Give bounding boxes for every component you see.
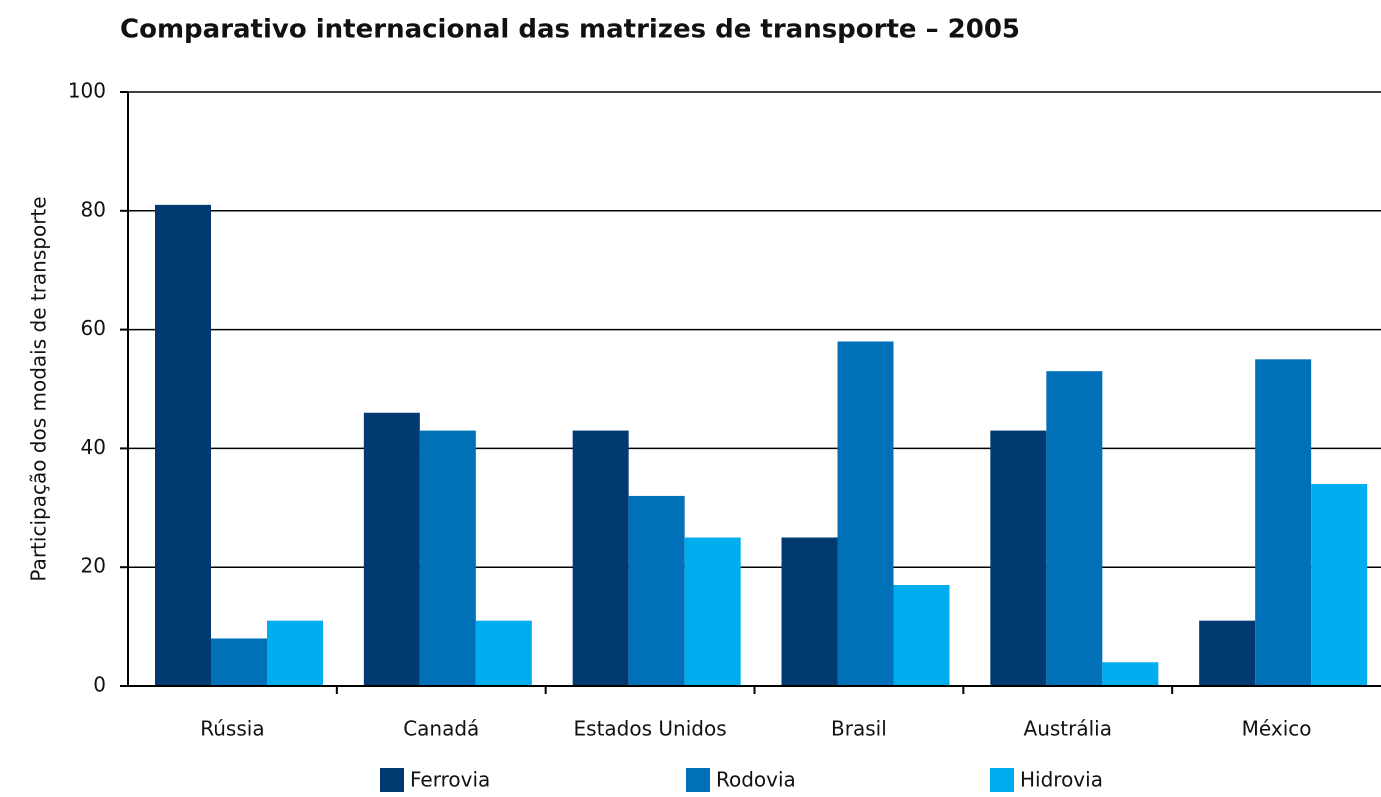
- bar: [1255, 359, 1312, 686]
- legend-label: Hidrovia: [1020, 768, 1103, 792]
- y-tick-label: 0: [93, 673, 106, 697]
- bar: [1199, 620, 1256, 686]
- bar: [684, 537, 741, 686]
- y-tick-label: 100: [68, 79, 106, 103]
- legend-label: Rodovia: [716, 768, 796, 792]
- bar: [893, 585, 950, 686]
- y-axis-label: Participação dos modais de transporte: [27, 196, 51, 581]
- bar: [837, 341, 894, 686]
- bar: [628, 495, 685, 686]
- bar: [475, 620, 532, 686]
- bar: [1311, 484, 1368, 686]
- x-tick-label: Austrália: [1024, 717, 1112, 741]
- bar: [990, 430, 1047, 686]
- x-tick-label: Brasil: [831, 717, 887, 741]
- x-tick-label: Canadá: [403, 717, 479, 741]
- legend-swatch: [990, 768, 1014, 792]
- legend-label: Ferrovia: [410, 768, 490, 792]
- y-tick-label: 80: [81, 197, 106, 221]
- bar: [1046, 371, 1103, 686]
- x-tick-label: Estados Unidos: [574, 717, 727, 741]
- bar: [781, 537, 838, 686]
- x-tick-label: México: [1242, 717, 1312, 741]
- y-tick-label: 20: [81, 554, 106, 578]
- chart-title: Comparativo internacional das matrizes d…: [120, 15, 1020, 45]
- bar: [419, 430, 476, 686]
- x-tick-label: Rússia: [200, 717, 264, 741]
- bar: [267, 620, 323, 686]
- bar: [155, 204, 211, 687]
- bar: [211, 638, 267, 686]
- legend-swatch: [686, 768, 710, 792]
- y-tick-label: 40: [81, 435, 106, 459]
- y-tick-label: 60: [81, 316, 106, 340]
- legend-swatch: [380, 768, 404, 792]
- bar: [1102, 662, 1159, 686]
- bar: [572, 430, 629, 686]
- bar: [363, 412, 420, 686]
